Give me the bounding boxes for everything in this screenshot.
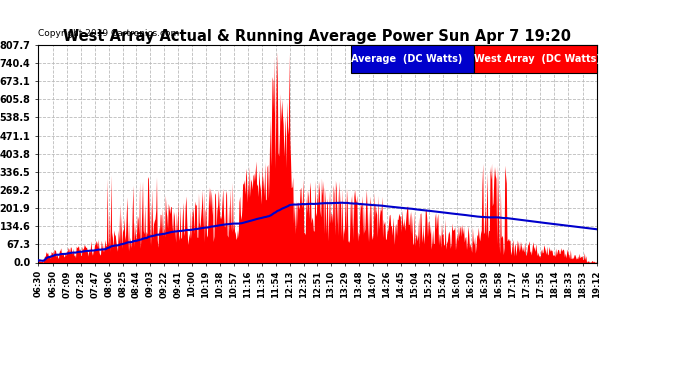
Text: Average  (DC Watts): Average (DC Watts): [351, 54, 463, 64]
FancyBboxPatch shape: [474, 45, 597, 73]
Text: West Array  (DC Watts): West Array (DC Watts): [475, 54, 601, 64]
Text: Copyright 2019 Cartronics.com: Copyright 2019 Cartronics.com: [38, 29, 179, 38]
Title: West Array Actual & Running Average Power Sun Apr 7 19:20: West Array Actual & Running Average Powe…: [63, 29, 571, 44]
FancyBboxPatch shape: [351, 45, 474, 73]
